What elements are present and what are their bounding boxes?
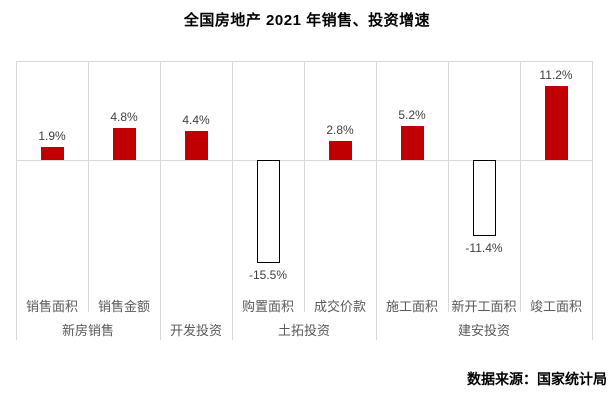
axis-tick — [520, 293, 521, 312]
axis-tick — [304, 293, 305, 312]
bar-value-label: -11.4% — [465, 241, 503, 255]
axis-category-label: 竣工面积 — [529, 299, 582, 314]
bar-value-label: -15.5% — [248, 268, 288, 282]
axis-tick — [88, 293, 89, 312]
bar-value-label: 1.9% — [38, 129, 66, 143]
bar-value-label: 2.8% — [326, 123, 354, 137]
bar — [328, 141, 352, 160]
bar — [40, 147, 64, 160]
axis-category-label: 成交价款 — [313, 299, 366, 314]
axis-category-label: 销售金额 — [97, 299, 150, 314]
axis-group-label: 开发投资 — [169, 323, 222, 338]
bar — [184, 131, 208, 160]
category-gridline — [16, 61, 17, 293]
category-gridline — [232, 61, 233, 293]
axis-group-label: 土拓投资 — [277, 323, 330, 338]
bar-value-label: 4.4% — [182, 113, 210, 127]
category-gridline — [160, 61, 161, 293]
axis-category-label: 购置面积 — [241, 299, 294, 314]
bar-value-label: 5.2% — [398, 108, 426, 122]
data-source-note: 数据来源：国家统计局 — [467, 371, 607, 387]
bar — [544, 86, 568, 160]
bar — [256, 160, 280, 263]
axis-tick — [448, 293, 449, 312]
category-gridline — [520, 61, 521, 293]
axis-group-label: 建安投资 — [457, 323, 510, 338]
chart-title: 全国房地产 2021 年销售、投资增速 — [183, 12, 431, 29]
category-gridline — [88, 61, 89, 293]
axis-group-separator — [16, 293, 17, 340]
axis-group-label: 新房销售 — [61, 323, 114, 338]
category-gridline — [448, 61, 449, 293]
category-gridline — [592, 61, 593, 293]
bar — [472, 160, 496, 236]
bar — [112, 128, 136, 160]
axis-category-label: 新开工面积 — [451, 299, 517, 314]
axis-group-separator — [160, 293, 161, 340]
category-gridline — [376, 61, 377, 293]
axis-category-label: 销售面积 — [25, 299, 78, 314]
bar-value-label: 4.8% — [110, 110, 138, 124]
axis-group-separator — [232, 293, 233, 340]
bar — [400, 126, 424, 160]
axis-group-separator — [592, 293, 593, 340]
axis-group-separator — [376, 293, 377, 340]
category-gridline — [304, 61, 305, 293]
bar-value-label: 11.2% — [539, 68, 573, 82]
axis-category-label: 施工面积 — [385, 299, 438, 314]
